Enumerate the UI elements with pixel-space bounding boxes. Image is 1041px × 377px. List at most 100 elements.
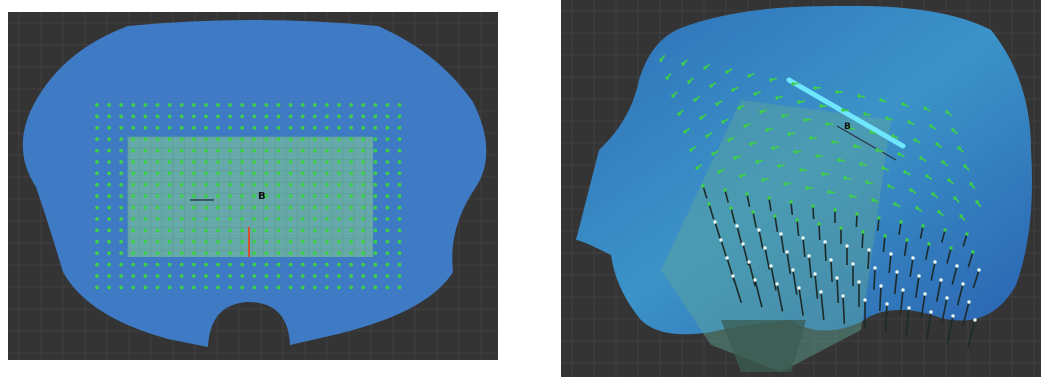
vector-origin[interactable] — [711, 152, 715, 156]
vector-origin[interactable] — [791, 82, 795, 86]
control-point[interactable] — [300, 228, 305, 233]
control-point[interactable] — [397, 251, 402, 256]
control-point[interactable] — [349, 194, 353, 199]
control-point[interactable] — [179, 194, 184, 199]
control-point[interactable] — [252, 239, 257, 244]
control-point[interactable] — [204, 262, 208, 267]
right-viewport[interactable]: B — [561, 0, 1041, 377]
vector-origin[interactable] — [923, 106, 927, 110]
control-point[interactable] — [349, 137, 353, 142]
control-point[interactable] — [131, 148, 136, 153]
control-point[interactable] — [276, 239, 281, 244]
vector-field[interactable] — [659, 54, 982, 348]
control-point[interactable] — [155, 239, 160, 244]
control-point[interactable] — [288, 103, 293, 107]
control-point[interactable] — [131, 114, 136, 119]
vector-origin[interactable] — [901, 102, 905, 106]
control-point[interactable] — [216, 274, 220, 278]
control-point[interactable] — [325, 160, 329, 164]
control-point[interactable] — [155, 228, 160, 233]
control-point[interactable] — [325, 205, 329, 210]
control-point[interactable] — [119, 251, 124, 256]
vector-origin[interactable] — [659, 58, 663, 62]
control-point[interactable] — [312, 137, 317, 142]
control-point[interactable] — [373, 228, 378, 233]
control-point[interactable] — [119, 114, 124, 119]
vector-origin[interactable] — [891, 134, 895, 138]
control-point[interactable] — [325, 171, 329, 176]
control-point[interactable] — [361, 228, 366, 233]
control-point[interactable] — [119, 194, 124, 199]
control-point[interactable] — [264, 182, 269, 187]
vector-origin[interactable] — [875, 148, 879, 152]
control-point[interactable] — [276, 205, 281, 210]
control-point[interactable] — [228, 125, 233, 130]
control-point[interactable] — [300, 194, 305, 199]
control-point[interactable] — [397, 194, 402, 199]
vector-origin[interactable] — [683, 130, 687, 134]
control-point[interactable] — [204, 251, 208, 256]
control-point[interactable] — [95, 171, 99, 176]
vector-origin[interactable] — [959, 214, 963, 218]
vector-origin[interactable] — [741, 242, 745, 246]
vector-origin[interactable] — [731, 88, 735, 92]
vector-origin[interactable] — [819, 104, 823, 108]
control-point[interactable] — [312, 262, 317, 267]
control-point[interactable] — [179, 148, 184, 153]
control-point[interactable] — [119, 205, 124, 210]
control-point[interactable] — [119, 262, 124, 267]
control-point[interactable] — [385, 205, 390, 210]
control-point[interactable] — [143, 274, 148, 278]
control-point[interactable] — [361, 239, 366, 244]
control-point[interactable] — [300, 103, 305, 107]
control-point[interactable] — [385, 160, 390, 164]
left-viewport-canvas[interactable]: B — [8, 12, 498, 360]
control-point[interactable] — [397, 148, 402, 153]
control-point[interactable] — [143, 182, 148, 187]
control-point[interactable] — [155, 137, 160, 142]
control-point[interactable] — [191, 262, 196, 267]
control-point[interactable] — [143, 125, 148, 130]
control-point[interactable] — [107, 262, 111, 267]
vector-origin[interactable] — [841, 294, 845, 298]
control-point[interactable] — [397, 262, 402, 267]
control-point[interactable] — [216, 217, 220, 221]
vector-origin[interactable] — [929, 124, 933, 128]
control-point[interactable] — [131, 137, 136, 142]
control-point[interactable] — [216, 194, 220, 199]
control-point[interactable] — [95, 262, 99, 267]
control-point[interactable] — [204, 274, 208, 278]
vector-origin[interactable] — [717, 170, 721, 174]
control-point[interactable] — [167, 205, 172, 210]
control-point[interactable] — [264, 262, 269, 267]
control-point[interactable] — [337, 228, 341, 233]
control-point[interactable] — [397, 182, 402, 187]
vector-origin[interactable] — [895, 270, 899, 274]
control-point[interactable] — [143, 239, 148, 244]
control-point[interactable] — [337, 125, 341, 130]
vector-origin[interactable] — [885, 116, 889, 120]
control-point[interactable] — [167, 137, 172, 142]
control-point[interactable] — [204, 239, 208, 244]
control-point[interactable] — [312, 239, 317, 244]
vector-origin[interactable] — [887, 184, 891, 188]
control-point[interactable] — [325, 217, 329, 221]
control-point[interactable] — [276, 251, 281, 256]
control-point[interactable] — [361, 205, 366, 210]
vector-origin[interactable] — [815, 154, 819, 158]
control-point[interactable] — [397, 274, 402, 278]
control-point[interactable] — [155, 205, 160, 210]
vector-origin[interactable] — [753, 278, 757, 282]
control-point[interactable] — [337, 114, 341, 119]
control-point[interactable] — [252, 103, 257, 107]
control-point[interactable] — [191, 205, 196, 210]
vector-origin[interactable] — [811, 204, 815, 208]
control-point[interactable] — [204, 228, 208, 233]
control-point[interactable] — [325, 285, 329, 290]
control-point[interactable] — [167, 228, 172, 233]
vector-origin[interactable] — [903, 170, 907, 174]
control-point[interactable] — [361, 194, 366, 199]
control-point[interactable] — [349, 262, 353, 267]
control-point[interactable] — [397, 285, 402, 290]
control-point[interactable] — [179, 228, 184, 233]
